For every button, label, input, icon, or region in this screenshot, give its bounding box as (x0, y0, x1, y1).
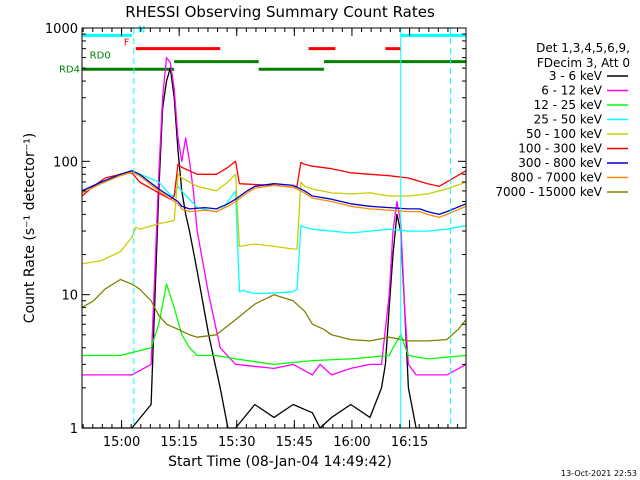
x-tick-label: 16:00 (333, 435, 370, 450)
legend-label-3-6-kev: 3 - 6 keV (549, 69, 603, 83)
series-line-7000-15000-kev (81, 278, 467, 342)
x-tick-label: 15:00 (103, 435, 140, 450)
legend-header-line: FDecim 3, Att 0 (537, 56, 630, 70)
x-axis-ticks: 15:00 15:15 15:30 15:45 16:00 16:15 (82, 28, 459, 450)
legend-label-25-50-kev: 25 - 50 keV (534, 113, 603, 127)
x-tick-label: 15:15 (160, 435, 197, 450)
y-axis-ticks: 1 10 100 1000 (45, 22, 466, 437)
legend-header-line: Det 1,3,4,5,6,9, (536, 41, 630, 55)
chart-title: RHESSI Observing Summary Count Rates (125, 3, 435, 21)
legend: Det 1,3,4,5,6,9,FDecim 3, Att 03 - 6 keV… (495, 41, 630, 199)
series-line-800-7000-kev (81, 171, 467, 219)
x-tick-label: 15:30 (218, 435, 255, 450)
y-tick-label: 1 (70, 422, 78, 437)
y-axis-label: Count Rate (s⁻¹ detector⁻¹) (22, 133, 38, 323)
series-line-3-6-kev (82, 67, 466, 429)
legend-label-50-100-kev: 50 - 100 keV (526, 127, 603, 141)
x-tick-label: 15:45 (276, 435, 313, 450)
state-bar-label: F (124, 38, 130, 49)
plot-frame (81, 27, 467, 429)
legend-label-300-800-kev: 300 - 800 keV (518, 156, 602, 170)
timestamp: 13-Oct-2021 22:53 (561, 469, 637, 478)
vertical-markers (133, 28, 452, 428)
y-tick-label: 100 (53, 155, 78, 170)
legend-label-6-12-kev: 6 - 12 keV (541, 84, 603, 98)
state-bar-label: RD4 (59, 64, 80, 75)
observing-state-bars: NF RD0 RD4 (59, 24, 466, 75)
legend-label-12-25-kev: 12 - 25 keV (534, 98, 603, 112)
y-tick-label: 1000 (45, 22, 78, 37)
legend-label-100-300-kev: 100 - 300 keV (518, 142, 602, 156)
state-bar-label: RD0 (90, 51, 111, 62)
series-line-6-12-kev (82, 56, 467, 376)
series-line-50-100-kev (81, 173, 467, 265)
state-bar-label: N (138, 24, 145, 35)
legend-label-7000-15000-kev: 7000 - 15000 keV (495, 185, 602, 199)
series-line-100-300-kev (81, 160, 467, 200)
x-axis-label: Start Time (08-Jan-04 14:49:42) (168, 454, 392, 470)
series-line-300-800-kev (81, 170, 467, 216)
x-tick-label: 16:15 (391, 435, 428, 450)
y-tick-label: 10 (61, 289, 78, 304)
series-group (81, 56, 467, 429)
legend-label-800-7000-kev: 800 - 7000 keV (511, 171, 603, 185)
